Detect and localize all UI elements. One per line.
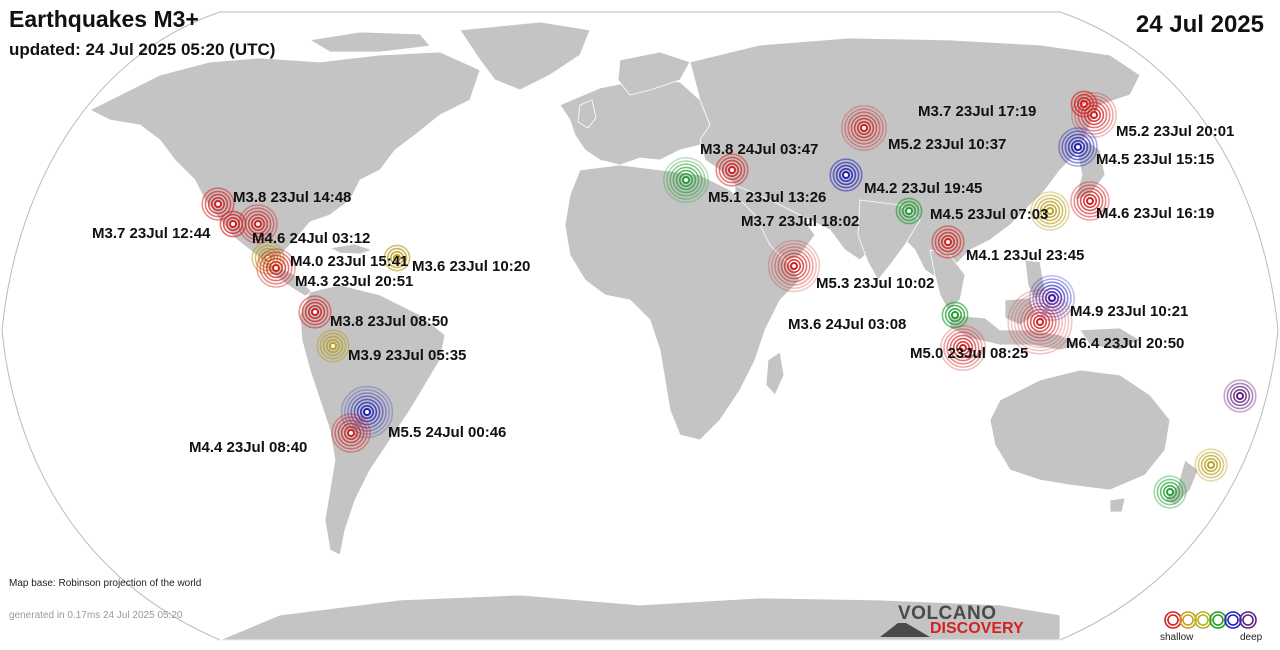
quake-label[interactable]: M4.2 23Jul 19:45 — [864, 180, 982, 197]
quake-label[interactable]: M5.5 24Jul 00:46 — [388, 424, 506, 441]
land-madagascar — [765, 351, 785, 396]
legend-shallow-label: shallow — [1160, 632, 1194, 643]
quake-marker[interactable] — [829, 158, 863, 192]
quake-marker[interactable] — [1058, 127, 1098, 167]
land-north-america — [89, 51, 481, 263]
quake-label[interactable]: M6.4 23Jul 20:50 — [1066, 335, 1184, 352]
quake-label[interactable]: M3.7 23Jul 17:19 — [918, 103, 1036, 120]
quake-marker[interactable] — [1029, 274, 1076, 321]
quake-label[interactable]: M3.7 23Jul 18:02 — [741, 213, 859, 230]
legend-ring — [1179, 611, 1197, 629]
quake-marker[interactable] — [316, 329, 350, 363]
quake-marker[interactable] — [238, 204, 278, 244]
quake-marker[interactable] — [1153, 475, 1187, 509]
legend-ring — [1197, 614, 1209, 626]
quake-marker[interactable] — [383, 244, 411, 272]
quake-label[interactable]: M4.5 23Jul 15:15 — [1096, 151, 1214, 168]
quake-label[interactable]: M5.1 23Jul 13:26 — [708, 189, 826, 206]
quake-marker[interactable] — [1070, 181, 1110, 221]
quake-marker[interactable] — [1030, 191, 1070, 231]
quake-labels: M3.8 23Jul 14:48 M3.7 23Jul 12:44 M4.6 2… — [92, 103, 1234, 456]
quake-label[interactable]: M3.6 23Jul 10:20 — [412, 258, 530, 275]
legend-ring — [1164, 611, 1182, 629]
quake-marker[interactable] — [1223, 379, 1257, 413]
quake-label[interactable]: M3.9 23Jul 05:35 — [348, 347, 466, 364]
quake-marker[interactable] — [1007, 289, 1073, 355]
map-date: 24 Jul 2025 — [1135, 11, 1264, 38]
quake-marker[interactable] — [298, 295, 332, 329]
land-greenland — [459, 21, 591, 91]
land-new-guinea — [1079, 327, 1141, 351]
brand-volcano-text: VOLCANO — [898, 603, 997, 624]
generated-note: generated in 0.17ms 24 Jul 2025 05:20 — [9, 610, 183, 621]
land-australia — [989, 369, 1171, 491]
volcano-discovery-logo[interactable]: VOLCANO DISCOVERY — [880, 603, 1035, 639]
legend-ring — [1212, 614, 1224, 626]
quake-marker[interactable] — [201, 187, 235, 221]
quake-label[interactable]: M3.8 23Jul 08:50 — [330, 313, 448, 330]
legend-rings — [1164, 611, 1257, 629]
volcano-icon — [880, 623, 930, 637]
quake-label[interactable]: M3.6 24Jul 03:08 — [788, 316, 906, 333]
quake-marker[interactable] — [941, 301, 969, 329]
landmasses — [89, 21, 1199, 641]
quake-marker[interactable] — [256, 248, 296, 288]
legend-ring — [1194, 611, 1212, 629]
quake-marker[interactable] — [895, 197, 923, 225]
land-tasmania — [1109, 497, 1126, 513]
quake-label[interactable]: M4.0 23Jul 15:41 — [290, 253, 408, 270]
quake-label[interactable]: M4.6 24Jul 03:12 — [252, 230, 370, 247]
land-caribbean — [328, 243, 374, 255]
quake-label[interactable]: M5.3 23Jul 10:02 — [816, 275, 934, 292]
quake-label[interactable]: M4.3 23Jul 20:51 — [295, 273, 413, 290]
legend-ring — [1209, 611, 1227, 629]
land-arctic-islands — [308, 31, 431, 53]
quake-label[interactable]: M4.1 23Jul 23:45 — [966, 247, 1084, 264]
quake-label[interactable]: M5.0 23Jul 08:25 — [910, 345, 1028, 362]
depth-legend: shallow deep — [1160, 608, 1270, 646]
legend-deep-label: deep — [1240, 632, 1263, 643]
quake-marker[interactable] — [1194, 448, 1228, 482]
quake-marker[interactable] — [939, 324, 986, 371]
quake-label[interactable]: M3.8 24Jul 03:47 — [700, 141, 818, 158]
updated-timestamp: updated: 24 Jul 2025 05:20 (UTC) — [9, 40, 276, 59]
land-antarctica — [219, 594, 1061, 641]
land-uk — [577, 99, 597, 129]
quake-marker[interactable] — [767, 239, 821, 293]
quake-marker[interactable] — [931, 225, 965, 259]
quake-label[interactable]: M4.6 23Jul 16:19 — [1096, 205, 1214, 222]
legend-ring — [1227, 614, 1239, 626]
quake-marker[interactable] — [1071, 92, 1118, 139]
quake-marker[interactable] — [662, 157, 709, 204]
legend-ring — [1239, 611, 1257, 629]
quake-label[interactable]: M5.2 23Jul 10:37 — [888, 136, 1006, 153]
quake-label[interactable]: M4.9 23Jul 10:21 — [1070, 303, 1188, 320]
legend-ring — [1167, 614, 1179, 626]
quake-label[interactable]: M4.4 23Jul 08:40 — [189, 439, 307, 456]
land-africa — [564, 164, 801, 441]
brand-discovery-text: DISCOVERY — [930, 620, 1024, 637]
quake-label[interactable]: M3.8 23Jul 14:48 — [233, 189, 351, 206]
land-scandinavia — [617, 51, 691, 96]
quake-marker[interactable] — [715, 153, 749, 187]
legend-ring — [1224, 611, 1242, 629]
quake-marker[interactable] — [331, 413, 371, 453]
quake-label[interactable]: M5.2 23Jul 20:01 — [1116, 123, 1234, 140]
map-title: Earthquakes M3+ — [9, 6, 199, 32]
map-base-note: Map base: Robinson projection of the wor… — [9, 578, 202, 589]
quake-markers — [201, 90, 1257, 509]
quake-label[interactable]: M3.7 23Jul 12:44 — [92, 225, 211, 242]
legend-ring — [1182, 614, 1194, 626]
quake-label[interactable]: M4.5 23Jul 07:03 — [930, 206, 1048, 223]
quake-marker[interactable] — [840, 105, 887, 152]
legend-ring — [1242, 614, 1254, 626]
